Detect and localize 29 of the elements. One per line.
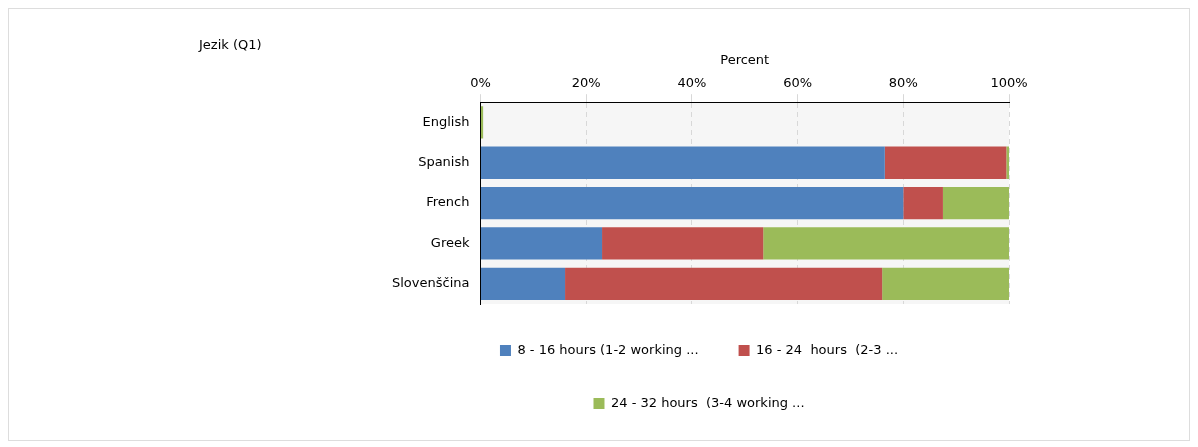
bar [882, 267, 1009, 300]
x-axis-title: Percent [720, 52, 770, 68]
text: Jezik (Q1) [198, 36, 262, 52]
bar [884, 146, 1007, 179]
bar [602, 227, 764, 260]
x-tick-label: 80% [888, 74, 918, 90]
bar [480, 186, 904, 220]
legend-label: 16 - 24 hours (2-3 ... [756, 341, 899, 357]
bar [1006, 146, 1009, 179]
y-tick-label: Spanish [418, 154, 470, 170]
bar [763, 227, 1009, 260]
x-tick-label: 60% [783, 74, 813, 90]
x-tick-label: 0% [470, 74, 491, 90]
bar [480, 267, 566, 300]
bar [565, 267, 883, 300]
bar [480, 146, 885, 179]
y-tick-label: Slovenščina [391, 275, 470, 291]
legend-label: 24 - 32 hours (3-4 working ... [610, 394, 805, 410]
x-tick-label: 20% [571, 74, 601, 90]
y-tick-label: Greek [430, 234, 470, 250]
x-tick-label: 40% [677, 74, 707, 90]
bar [903, 186, 943, 220]
bar [480, 106, 484, 139]
legend-label: 8 - 16 hours (1-2 working ... [517, 341, 699, 357]
y-tick-label: French [426, 194, 470, 210]
bar [480, 227, 603, 260]
x-tick-label: 100% [990, 74, 1028, 90]
y-tick-label: English [422, 113, 470, 129]
bar [942, 186, 1009, 220]
